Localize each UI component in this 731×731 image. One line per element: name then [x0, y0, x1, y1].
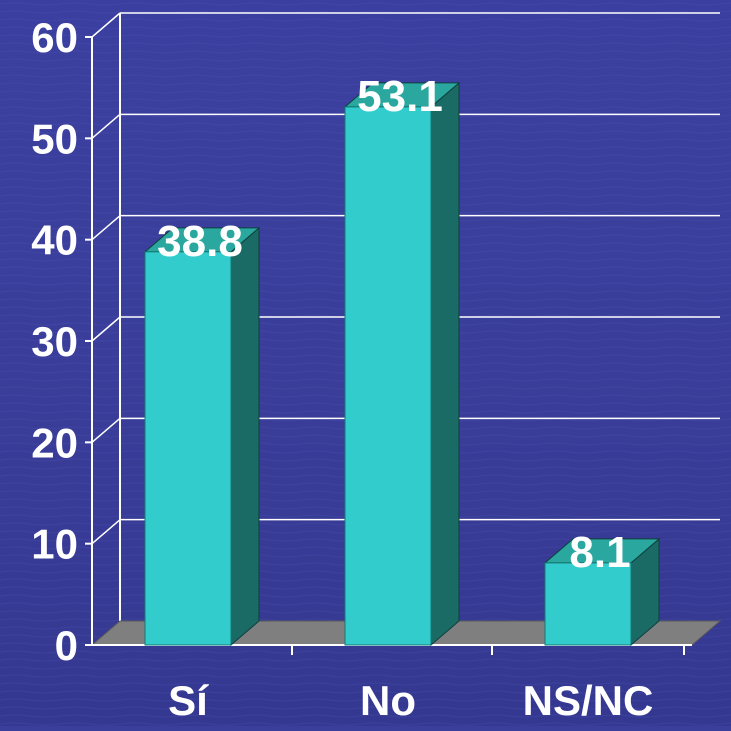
gridline-side — [91, 113, 121, 139]
bar-side-0 — [230, 226, 260, 647]
data-label: 38.8 — [157, 217, 243, 266]
y-tick-label: 60 — [31, 14, 78, 61]
gridline-side — [91, 215, 121, 241]
labels: 0 10 20 30 40 50 60 38.8 Sí 53.1 No 8.1 NS/NC — [31, 14, 653, 724]
data-label: 8.1 — [569, 528, 630, 577]
y-tick-label: 0 — [55, 622, 78, 669]
y-tick-label: 40 — [31, 217, 78, 264]
x-tick-label: Sí — [168, 677, 209, 724]
data-label: 53.1 — [357, 72, 443, 121]
bar-side-1 — [430, 81, 460, 647]
gridline-side — [91, 519, 121, 545]
x-tick-label: No — [360, 677, 416, 724]
bar-2 — [544, 562, 632, 646]
x-tick-label: NS/NC — [523, 677, 654, 724]
y-tick-label: 30 — [31, 318, 78, 365]
gridline-side — [91, 417, 121, 443]
bar-1 — [344, 106, 432, 646]
gridline-side — [91, 316, 121, 342]
y-tick-label: 20 — [31, 419, 78, 466]
y-tick-label: 10 — [31, 521, 78, 568]
y-tick-label: 50 — [31, 115, 78, 162]
bars — [143, 81, 661, 647]
bar-0 — [144, 251, 232, 646]
gridline-side — [91, 12, 121, 38]
